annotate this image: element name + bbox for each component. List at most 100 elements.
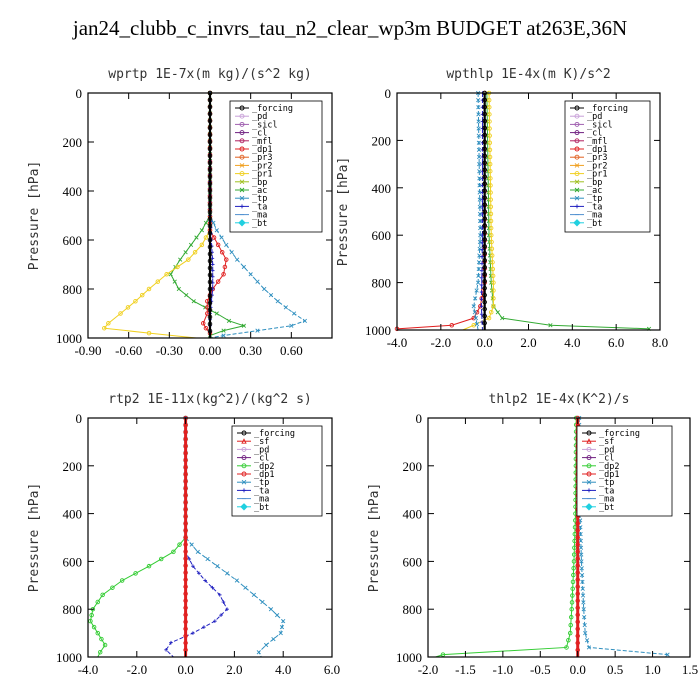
marker [570,586,575,591]
marker [119,578,125,583]
legend-entry: _forcing [587,104,628,114]
marker [88,618,93,624]
marker [183,626,188,632]
marker [491,296,496,301]
marker [482,181,487,186]
marker [574,171,580,177]
marker [183,598,188,604]
marker [578,538,583,544]
marker [482,258,487,263]
marker [580,593,586,598]
marker [214,228,219,233]
marker [221,328,226,333]
marker [183,619,188,625]
series-forcing [183,415,188,657]
marker [482,202,487,207]
marker [178,257,183,262]
y-tick-label: 0 [385,86,392,101]
marker [566,638,571,643]
marker [184,293,189,298]
marker [260,599,265,605]
marker [491,288,496,293]
marker [241,479,247,485]
marker [207,167,213,173]
marker [183,570,188,575]
y-tick-label: 200 [372,133,392,148]
marker [476,140,481,145]
marker [482,230,487,235]
legend-entry: _bp [587,178,602,188]
marker [482,292,487,298]
marker [490,260,495,265]
marker [183,500,188,505]
y-tick-label: 0 [76,411,83,426]
marker [215,279,221,284]
marker [487,119,492,124]
marker [482,244,487,249]
marker [487,154,493,160]
legend-entry: _bt [254,503,269,513]
legend-entry: _pr2 [587,161,607,171]
marker [574,130,580,136]
x-tick-label: -4.0 [78,662,99,677]
marker [488,197,493,202]
marker [133,299,138,304]
marker [241,455,247,461]
marker [183,486,188,491]
marker [482,223,487,228]
marker [99,636,104,642]
marker [571,565,576,571]
x-tick-label: 0.00 [199,343,222,358]
x-tick-label: 0.30 [239,343,262,358]
marker [487,126,492,131]
y-tick-label: 0 [76,86,83,101]
y-tick-label: 800 [63,602,83,617]
marker [221,272,226,277]
marker [241,323,247,328]
marker [211,235,217,240]
y-tick-label: 800 [403,602,423,617]
marker [183,493,188,498]
marker [574,146,580,152]
y-tick-label: 0 [416,411,423,426]
marker [207,307,213,313]
marker [476,154,482,160]
marker [575,528,580,533]
marker [241,264,247,270]
marker [207,146,213,152]
legend-entry: _ma [252,211,267,221]
marker [207,300,213,306]
marker [487,104,492,110]
marker [207,160,213,166]
series-dp1 [435,415,579,658]
marker [176,286,181,292]
marker [477,239,483,245]
marker [195,549,200,554]
legend-entry: _pd [252,112,267,122]
marker [219,235,224,240]
marker [183,605,188,611]
marker [278,630,283,636]
legend-entry: _cl [252,129,267,139]
marker [488,176,493,181]
marker [575,577,580,582]
legend-entry: _cl [587,129,602,139]
marker [575,605,580,611]
legend-entry: _dp1 [252,145,272,155]
marker [183,528,188,533]
marker [482,132,487,138]
marker [487,133,492,138]
marker [207,265,213,271]
marker [586,438,592,444]
marker [203,325,209,331]
y-tick-label: 1000 [396,650,422,665]
marker [474,288,479,293]
marker [221,333,226,338]
marker [500,316,505,321]
marker [475,280,481,285]
legend: _forcing_sf_pd_cl_dp2_dp1_tp_ta_ma_bt [231,425,323,517]
x-tick-label: -2.0 [431,335,452,350]
marker [482,313,487,319]
marker [582,615,587,620]
